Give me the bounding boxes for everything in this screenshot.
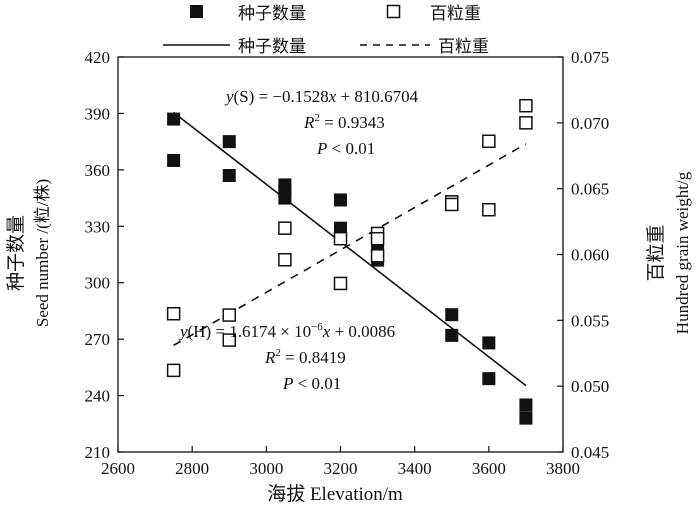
seed-number-point — [167, 153, 181, 167]
right-axis-title-en: Hundred grain weight/g — [673, 171, 692, 334]
x-tick-label: 2800 — [175, 459, 209, 478]
x-tick-label: 2600 — [101, 459, 135, 478]
seed-number-point — [482, 372, 496, 386]
legend-label-seed-number-fit: 种子数量 — [238, 37, 306, 56]
left-y-tick-label: 210 — [85, 443, 111, 462]
left-y-tick-label: 300 — [85, 274, 111, 293]
legend: 种子数量 百粒重 种子数量 百粒重 — [163, 4, 489, 56]
grain-weight-point — [278, 221, 292, 235]
right-y-tick-label: 0.065 — [571, 180, 609, 199]
left-axis-title-cn: 种子数量 — [5, 215, 27, 291]
left-y-tick-label: 360 — [85, 161, 111, 180]
right-y-tick-label: 0.045 — [571, 443, 609, 462]
seed-number-point — [519, 398, 533, 412]
grain-weight-point — [370, 231, 385, 246]
legend-marker-grain-weight — [386, 4, 401, 19]
grain-weight-point — [333, 276, 348, 291]
seed-number-point — [222, 169, 236, 182]
grain-weight-point — [278, 253, 292, 267]
seed-number-point — [482, 336, 496, 350]
seed-number-fit-line — [173, 111, 527, 387]
legend-label-seed-number: 种子数量 — [238, 4, 306, 23]
left-y-tick-label: 270 — [85, 330, 111, 349]
grain-weight-point — [222, 308, 236, 322]
data-points — [166, 98, 533, 425]
seed-regression-equation: y(S) = −0.1528x + 810.6704 — [224, 87, 419, 106]
seed-number-regression-annotation: y(S) = −0.1528x + 810.6704 R2 = 0.9343 P… — [224, 87, 419, 158]
x-tick-label: 3200 — [324, 459, 358, 478]
grain-r-squared: R2 = 0.8419 — [264, 347, 346, 367]
left-y-tick-label: 390 — [85, 104, 111, 123]
x-tick-label: 3800 — [546, 459, 580, 478]
seed-r-squared: R2 = 0.9343 — [303, 112, 385, 132]
grain-weight-point — [166, 363, 181, 378]
grain-weight-point — [445, 197, 459, 212]
grain-p-value: P < 0.01 — [282, 374, 341, 393]
grain-weight-point — [166, 307, 181, 321]
left-axis-title: 种子数量 Seed number /(粒/株) — [5, 179, 52, 327]
legend-label-grain-weight: 百粒重 — [430, 4, 481, 23]
seed-number-point — [445, 328, 459, 342]
grain-weight-point — [222, 333, 236, 347]
right-axis-title: 百粒重 Hundred grain weight/g — [645, 171, 692, 334]
axes-layer: 2600 2800 3000 3200 3400 3600 3800 210 240 270 300… — [85, 48, 610, 478]
seed-p-value: P < 0.01 — [316, 139, 375, 158]
grain-weight-point — [333, 231, 348, 246]
x-axis-title: 海拔 Elevation/m — [267, 483, 403, 505]
left-axis-title-en: Seed number /(粒/株) — [33, 179, 52, 327]
grain-weight-point — [519, 98, 533, 113]
right-y-tick-label: 0.075 — [571, 48, 609, 67]
right-y-tick-label: 0.055 — [571, 311, 609, 330]
x-tick-label: 3400 — [398, 459, 432, 478]
seed-number-point — [519, 411, 533, 425]
grain-weight-point — [519, 116, 533, 130]
right-axis-title-cn: 百粒重 — [645, 224, 667, 281]
x-tick-label: 3000 — [249, 459, 283, 478]
grain-regression-equation: y(H) = 1.6174 × 10−6x + 0.0086 — [178, 321, 395, 341]
grain-weight-point — [482, 202, 496, 217]
legend-marker-seed-number — [190, 5, 203, 18]
x-tick-label: 3600 — [472, 459, 506, 478]
seed-number-point — [222, 135, 236, 149]
seed-number-point — [445, 308, 459, 322]
grain-weight-point — [482, 134, 496, 149]
grain-weight-regression-annotation: y(H) = 1.6174 × 10−6x + 0.0086 R2 = 0.84… — [178, 321, 395, 393]
seed-number-point — [278, 191, 292, 205]
right-y-tick-label: 0.060 — [571, 246, 609, 265]
left-y-tick-label: 330 — [85, 217, 111, 236]
left-y-tick-label: 240 — [85, 387, 111, 406]
seed-number-point — [167, 112, 181, 126]
right-y-tick-label: 0.050 — [571, 377, 609, 396]
seed-number-point — [334, 193, 347, 207]
right-y-tick-label: 0.070 — [571, 114, 609, 133]
legend-label-grain-weight-fit: 百粒重 — [438, 37, 489, 56]
left-y-tick-label: 420 — [85, 48, 111, 67]
grain-weight-point — [370, 249, 385, 263]
